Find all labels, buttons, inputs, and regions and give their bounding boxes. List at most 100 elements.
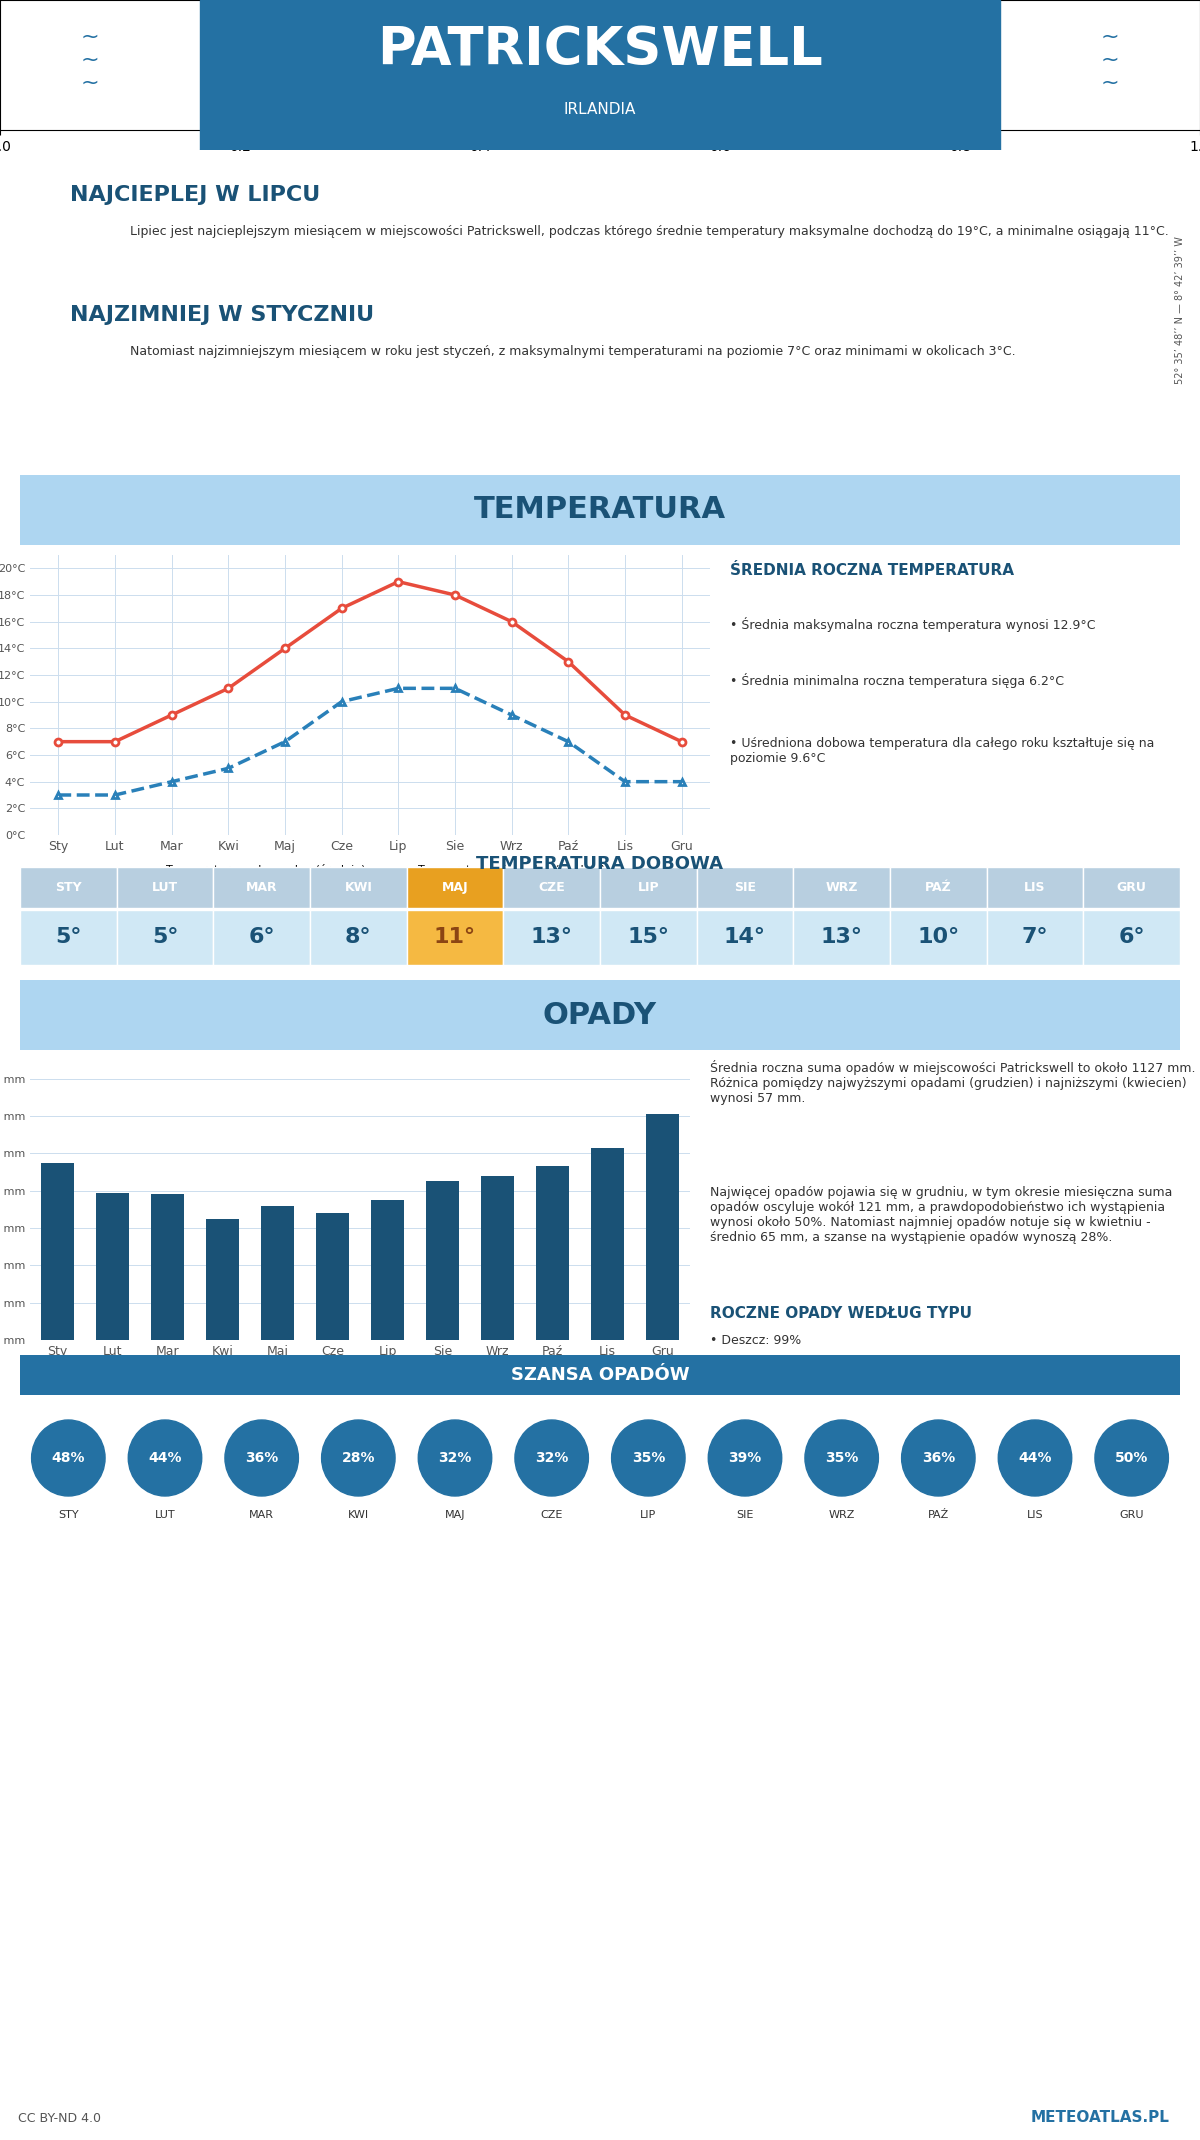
Text: Lipiec jest najcieplejszym miesiącem w miejscowości Patrickswell, podczas któreg: Lipiec jest najcieplejszym miesiącem w m… (130, 225, 1169, 238)
Text: 14°: 14° (724, 927, 766, 948)
FancyBboxPatch shape (214, 910, 310, 965)
Text: STY: STY (55, 882, 82, 895)
Polygon shape (200, 0, 1000, 150)
Text: CC BY-ND 4.0: CC BY-ND 4.0 (18, 2112, 102, 2125)
Text: MAJ: MAJ (442, 882, 468, 895)
FancyBboxPatch shape (116, 867, 214, 907)
FancyBboxPatch shape (986, 867, 1084, 907)
Text: LIS: LIS (1025, 882, 1045, 895)
Text: Najwięcej opadów pojawia się w grudniu, w tym okresie miesięczna suma opadów osc: Najwięcej opadów pojawia się w grudniu, … (710, 1186, 1172, 1243)
FancyBboxPatch shape (17, 1352, 1183, 1397)
Text: • Deszcz: 99%: • Deszcz: 99% (710, 1335, 802, 1348)
Bar (206, 1218, 239, 1340)
FancyBboxPatch shape (14, 471, 1186, 550)
Bar (316, 1213, 349, 1340)
Circle shape (901, 1421, 976, 1496)
Bar (151, 1194, 184, 1340)
Circle shape (708, 1421, 781, 1496)
Text: • Śnieg: 1%: • Śnieg: 1% (710, 1359, 785, 1374)
FancyBboxPatch shape (793, 867, 890, 907)
Text: 15°: 15° (628, 927, 670, 948)
Text: 11°: 11° (434, 927, 476, 948)
Text: SZANSA OPADÓW: SZANSA OPADÓW (511, 1365, 689, 1385)
Text: 36%: 36% (922, 1451, 955, 1466)
Text: 35%: 35% (631, 1451, 665, 1466)
Text: CZE: CZE (539, 882, 565, 895)
Text: STY: STY (58, 1511, 79, 1519)
FancyBboxPatch shape (310, 867, 407, 907)
FancyBboxPatch shape (503, 910, 600, 965)
Text: WRZ: WRZ (826, 882, 858, 895)
FancyBboxPatch shape (407, 910, 503, 965)
Text: PAŹ: PAŹ (925, 882, 952, 895)
Bar (371, 1201, 404, 1340)
Bar (262, 1205, 294, 1340)
Text: 5°: 5° (151, 927, 179, 948)
FancyBboxPatch shape (793, 910, 890, 965)
Text: 44%: 44% (149, 1451, 181, 1466)
FancyBboxPatch shape (1084, 910, 1180, 965)
FancyBboxPatch shape (890, 867, 986, 907)
Text: WRZ: WRZ (828, 1511, 854, 1519)
Text: OPADY: OPADY (542, 1002, 658, 1029)
Text: 52° 35’ 48’’ N — 8° 42’ 39’’ W: 52° 35’ 48’’ N — 8° 42’ 39’’ W (1175, 235, 1186, 383)
Circle shape (419, 1421, 492, 1496)
Text: ~
~
~: ~ ~ ~ (1100, 28, 1120, 94)
Circle shape (128, 1421, 202, 1496)
FancyBboxPatch shape (1084, 867, 1180, 907)
Bar (536, 1166, 569, 1340)
Text: 39%: 39% (728, 1451, 762, 1466)
Text: LUT: LUT (155, 1511, 175, 1519)
Text: 48%: 48% (52, 1451, 85, 1466)
FancyBboxPatch shape (890, 910, 986, 965)
Circle shape (998, 1421, 1072, 1496)
Text: • Uśredniona dobowa temperatura dla całego roku kształtuje się na poziomie 9.6°C: • Uśredniona dobowa temperatura dla całe… (730, 736, 1154, 764)
Bar (646, 1115, 679, 1340)
Text: • Średnia maksymalna roczna temperatura wynosi 12.9°C: • Średnia maksymalna roczna temperatura … (730, 616, 1096, 631)
Text: METEOATLAS.PL: METEOATLAS.PL (1031, 2110, 1170, 2125)
Bar (592, 1147, 624, 1340)
Text: CZE: CZE (540, 1511, 563, 1519)
FancyBboxPatch shape (14, 976, 1186, 1055)
Text: 7°: 7° (1021, 927, 1049, 948)
Circle shape (612, 1421, 685, 1496)
Bar (96, 1192, 130, 1340)
Text: NAJZIMNIEJ W STYCZNIU: NAJZIMNIEJ W STYCZNIU (70, 306, 374, 325)
Bar (41, 1162, 74, 1340)
Text: • Średnia minimalna roczna temperatura sięga 6.2°C: • Średnia minimalna roczna temperatura s… (730, 672, 1064, 687)
FancyBboxPatch shape (697, 867, 793, 907)
FancyBboxPatch shape (20, 867, 116, 907)
Text: 36%: 36% (245, 1451, 278, 1466)
Text: 32%: 32% (535, 1451, 569, 1466)
Text: Natomiast najzimniejszym miesiącem w roku jest styczeń, z maksymalnymi temperatu: Natomiast najzimniejszym miesiącem w rok… (130, 345, 1015, 357)
Text: 5°: 5° (55, 927, 82, 948)
Text: LIS: LIS (1027, 1511, 1043, 1519)
Circle shape (805, 1421, 878, 1496)
Text: 32%: 32% (438, 1451, 472, 1466)
Text: LIP: LIP (641, 1511, 656, 1519)
Text: TEMPERATURA: TEMPERATURA (474, 496, 726, 524)
FancyBboxPatch shape (20, 910, 116, 965)
FancyBboxPatch shape (310, 910, 407, 965)
Text: PAŹ: PAŹ (928, 1511, 949, 1519)
FancyBboxPatch shape (116, 910, 214, 965)
Text: ŚREDNIA ROCZNA TEMPERATURA: ŚREDNIA ROCZNA TEMPERATURA (730, 563, 1014, 578)
Text: Średnia roczna suma opadów w miejscowości Patrickswell to około 1127 mm. Różnica: Średnia roczna suma opadów w miejscowośc… (710, 1059, 1195, 1104)
FancyBboxPatch shape (697, 910, 793, 965)
Legend: Temperatura maksymalna (średnia), Temperatura minimalna (średnia): Temperatura maksymalna (średnia), Temper… (130, 860, 610, 880)
Text: 6°: 6° (248, 927, 275, 948)
Text: MAR: MAR (246, 882, 277, 895)
Legend: Suma opadów: Suma opadów (300, 1355, 420, 1374)
Text: LUT: LUT (152, 882, 178, 895)
Text: ~
~
~: ~ ~ ~ (80, 28, 100, 94)
Text: GRU: GRU (1117, 882, 1147, 895)
Text: KWI: KWI (348, 1511, 368, 1519)
Text: 8°: 8° (346, 927, 372, 948)
Text: ROCZNE OPADY WEDŁUG TYPU: ROCZNE OPADY WEDŁUG TYPU (710, 1305, 972, 1320)
Text: GRU: GRU (1120, 1511, 1144, 1519)
Text: LIP: LIP (637, 882, 659, 895)
Text: SIE: SIE (734, 882, 756, 895)
Bar (481, 1175, 514, 1340)
Text: 13°: 13° (821, 927, 863, 948)
Text: TEMPERATURA DOBOWA: TEMPERATURA DOBOWA (476, 854, 724, 873)
